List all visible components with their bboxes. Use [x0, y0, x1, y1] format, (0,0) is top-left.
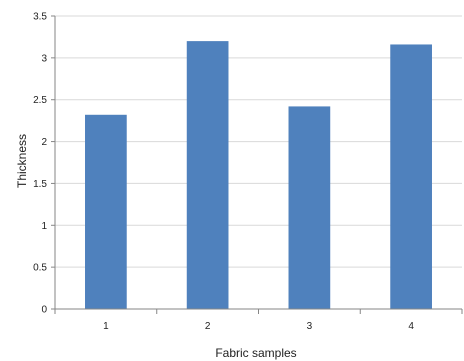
bar [85, 114, 127, 309]
x-tick-label: 3 [307, 321, 313, 332]
x-tick-labels: 1 2 3 4 [103, 321, 414, 332]
bar [288, 106, 331, 309]
y-tick-label: 3.5 [33, 12, 47, 23]
axes [51, 15, 463, 314]
y-tick-label: 0.5 [33, 263, 47, 274]
y-tick-labels: 0 0.5 1 1.5 2 2.5 3 3.5 [33, 12, 47, 316]
x-tick-label: 4 [408, 321, 414, 332]
y-tick-label: 1 [41, 221, 47, 232]
y-tick-label: 3 [41, 53, 47, 64]
bar [390, 44, 432, 309]
bars [85, 41, 432, 309]
x-axis-title: Fabric samples [215, 346, 296, 360]
y-tick-label: 2.5 [33, 95, 47, 106]
x-tick-label: 2 [205, 321, 211, 332]
y-axis-title: Thickness [15, 134, 29, 188]
y-tick-label: 0 [41, 305, 47, 316]
y-tick-label: 1.5 [33, 179, 47, 190]
y-tick-label: 2 [41, 137, 47, 148]
x-tick-label: 1 [103, 321, 109, 332]
bar [186, 41, 229, 309]
